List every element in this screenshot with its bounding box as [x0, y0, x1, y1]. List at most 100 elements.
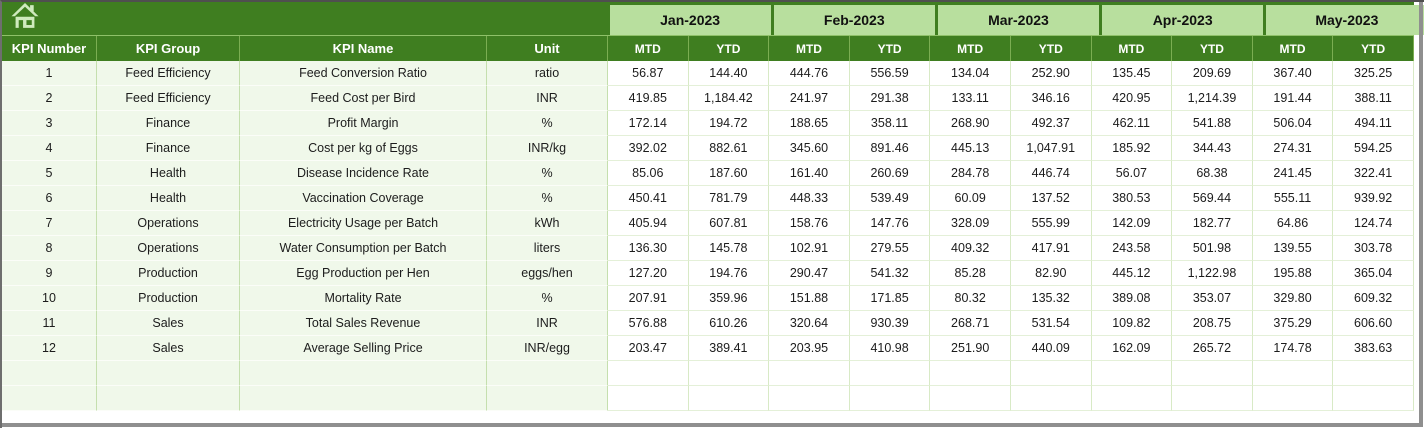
month-header-cell[interactable]: Apr-2023 [1102, 5, 1264, 35]
value-cell[interactable]: 171.85 [849, 286, 931, 311]
empty-left-cell[interactable] [97, 386, 240, 411]
period-subheader-cell[interactable]: MTD [608, 36, 689, 61]
value-cell[interactable]: 191.44 [1252, 86, 1334, 111]
value-cell[interactable]: 346.16 [1010, 86, 1092, 111]
home-button[interactable] [9, 2, 41, 34]
value-cell[interactable]: 328.09 [930, 211, 1011, 236]
value-cell[interactable]: 279.55 [849, 236, 931, 261]
value-cell[interactable]: 209.69 [1172, 61, 1253, 86]
unit-cell[interactable]: % [487, 111, 608, 136]
unit-cell[interactable]: INR [487, 86, 608, 111]
empty-value-cell[interactable] [849, 361, 931, 386]
value-cell[interactable]: 329.80 [1252, 286, 1334, 311]
value-cell[interactable]: 303.78 [1333, 236, 1414, 261]
value-cell[interactable]: 144.40 [688, 61, 770, 86]
period-subheader-cell[interactable]: MTD [1092, 36, 1173, 61]
value-cell[interactable]: 64.86 [1252, 211, 1334, 236]
left-header-cell[interactable]: KPI Name [240, 36, 487, 61]
value-cell[interactable]: 85.06 [608, 161, 689, 186]
value-cell[interactable]: 462.11 [1091, 111, 1173, 136]
unit-cell[interactable]: liters [487, 236, 608, 261]
kpi-group-cell[interactable]: Production [97, 261, 240, 286]
value-cell[interactable]: 274.31 [1252, 136, 1334, 161]
value-cell[interactable]: 85.28 [930, 261, 1011, 286]
value-cell[interactable]: 930.39 [849, 311, 931, 336]
value-cell[interactable]: 109.82 [1091, 311, 1173, 336]
kpi-group-cell[interactable]: Sales [97, 336, 240, 361]
value-cell[interactable]: 182.77 [1172, 211, 1253, 236]
kpi-number-cell[interactable]: 5 [2, 161, 97, 186]
value-cell[interactable]: 392.02 [608, 136, 689, 161]
unit-cell[interactable]: ratio [487, 61, 608, 86]
empty-left-cell[interactable] [240, 361, 487, 386]
value-cell[interactable]: 539.49 [849, 186, 931, 211]
value-cell[interactable]: 388.11 [1333, 86, 1414, 111]
value-cell[interactable]: 445.12 [1091, 261, 1173, 286]
kpi-number-cell[interactable]: 2 [2, 86, 97, 111]
kpi-name-cell[interactable]: Profit Margin [240, 111, 487, 136]
value-cell[interactable]: 325.25 [1333, 61, 1414, 86]
value-cell[interactable]: 882.61 [688, 136, 770, 161]
value-cell[interactable]: 322.41 [1333, 161, 1414, 186]
unit-cell[interactable]: INR [487, 311, 608, 336]
value-cell[interactable]: 82.90 [1010, 261, 1092, 286]
kpi-group-cell[interactable]: Feed Efficiency [97, 86, 240, 111]
value-cell[interactable]: 448.33 [769, 186, 850, 211]
value-cell[interactable]: 290.47 [769, 261, 850, 286]
value-cell[interactable]: 185.92 [1091, 136, 1173, 161]
value-cell[interactable]: 194.72 [688, 111, 770, 136]
value-cell[interactable]: 345.60 [769, 136, 850, 161]
period-subheader-cell[interactable]: MTD [769, 36, 850, 61]
value-cell[interactable]: 124.74 [1333, 211, 1414, 236]
value-cell[interactable]: 102.91 [769, 236, 850, 261]
period-subheader-cell[interactable]: MTD [930, 36, 1011, 61]
value-cell[interactable]: 68.38 [1172, 161, 1253, 186]
value-cell[interactable]: 610.26 [688, 311, 770, 336]
kpi-name-cell[interactable]: Electricity Usage per Batch [240, 211, 487, 236]
value-cell[interactable]: 145.78 [688, 236, 770, 261]
value-cell[interactable]: 389.41 [688, 336, 770, 361]
value-cell[interactable]: 576.88 [608, 311, 689, 336]
value-cell[interactable]: 162.09 [1091, 336, 1173, 361]
value-cell[interactable]: 365.04 [1333, 261, 1414, 286]
value-cell[interactable]: 606.60 [1333, 311, 1414, 336]
value-cell[interactable]: 142.09 [1091, 211, 1173, 236]
value-cell[interactable]: 260.69 [849, 161, 931, 186]
month-header-cell[interactable]: May-2023 [1266, 5, 1424, 35]
value-cell[interactable]: 555.99 [1010, 211, 1092, 236]
value-cell[interactable]: 80.32 [930, 286, 1011, 311]
month-header-cell[interactable]: Feb-2023 [773, 5, 935, 35]
value-cell[interactable]: 375.29 [1252, 311, 1334, 336]
kpi-name-cell[interactable]: Cost per kg of Eggs [240, 136, 487, 161]
empty-value-cell[interactable] [930, 361, 1011, 386]
unit-cell[interactable]: eggs/hen [487, 261, 608, 286]
period-subheader-cell[interactable]: YTD [1172, 36, 1253, 61]
empty-value-cell[interactable] [1010, 361, 1092, 386]
kpi-number-cell[interactable]: 1 [2, 61, 97, 86]
value-cell[interactable]: 56.07 [1091, 161, 1173, 186]
empty-value-cell[interactable] [608, 361, 689, 386]
value-cell[interactable]: 151.88 [769, 286, 850, 311]
empty-value-cell[interactable] [1172, 386, 1253, 411]
value-cell[interactable]: 174.78 [1252, 336, 1334, 361]
value-cell[interactable]: 367.40 [1252, 61, 1334, 86]
value-cell[interactable]: 594.25 [1333, 136, 1414, 161]
value-cell[interactable]: 1,122.98 [1172, 261, 1253, 286]
value-cell[interactable]: 410.98 [849, 336, 931, 361]
value-cell[interactable]: 541.88 [1172, 111, 1253, 136]
value-cell[interactable]: 531.54 [1010, 311, 1092, 336]
kpi-number-cell[interactable]: 4 [2, 136, 97, 161]
empty-value-cell[interactable] [1252, 386, 1334, 411]
kpi-number-cell[interactable]: 10 [2, 286, 97, 311]
value-cell[interactable]: 358.11 [849, 111, 931, 136]
value-cell[interactable]: 383.63 [1333, 336, 1414, 361]
kpi-group-cell[interactable]: Operations [97, 211, 240, 236]
value-cell[interactable]: 555.11 [1252, 186, 1334, 211]
value-cell[interactable]: 501.98 [1172, 236, 1253, 261]
period-subheader-cell[interactable]: YTD [1333, 36, 1414, 61]
value-cell[interactable]: 419.85 [608, 86, 689, 111]
empty-value-cell[interactable] [1091, 386, 1173, 411]
value-cell[interactable]: 450.41 [608, 186, 689, 211]
value-cell[interactable]: 243.58 [1091, 236, 1173, 261]
kpi-name-cell[interactable]: Feed Cost per Bird [240, 86, 487, 111]
